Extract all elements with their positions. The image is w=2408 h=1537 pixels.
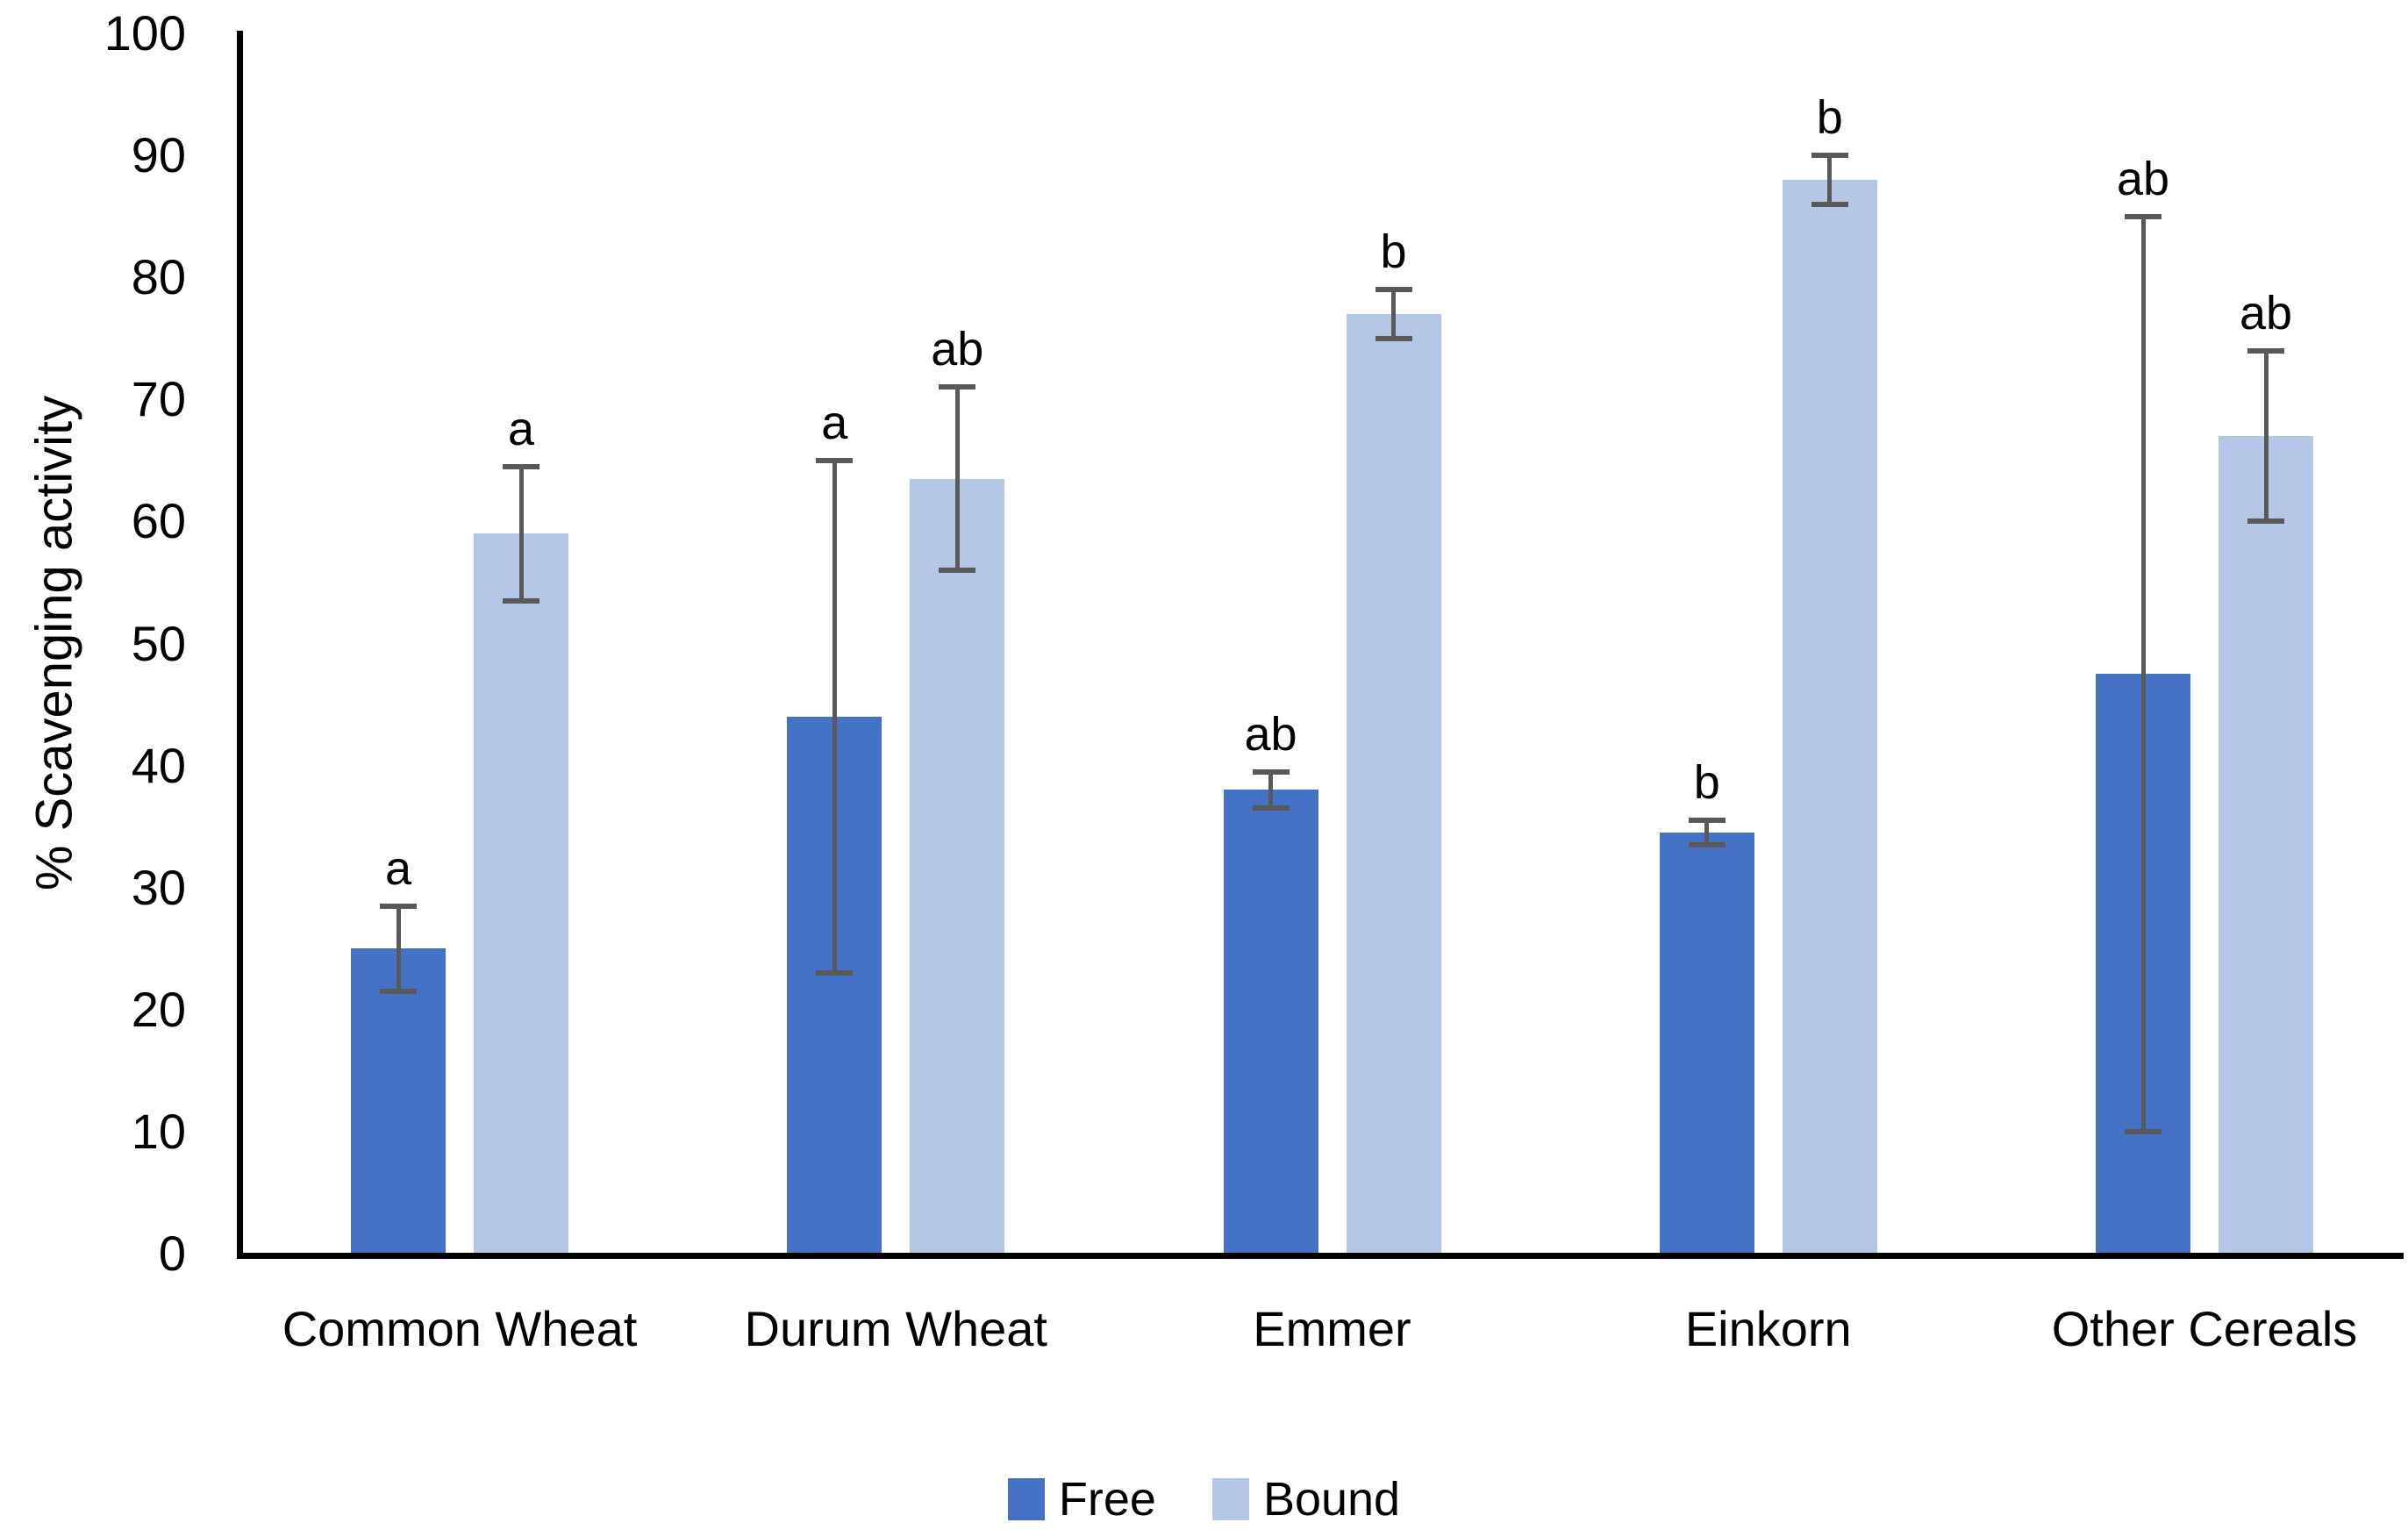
error-bar (832, 460, 837, 974)
bar (351, 948, 446, 1254)
error-bar (954, 387, 960, 571)
y-axis-tick-label: 60 (131, 493, 186, 549)
error-bar-cap (2247, 518, 2284, 525)
error-bar-cap (2125, 1128, 2161, 1134)
error-bar-cap (503, 597, 539, 604)
x-axis-category-label: Durum Wheat (744, 1301, 1047, 1356)
legend-item-free: Free (1007, 1472, 1156, 1526)
legend-item-bound: Bound (1211, 1472, 1401, 1526)
error-bar-cap (1375, 335, 1412, 341)
error-bar (1391, 290, 1396, 339)
error-bar-cap (816, 457, 854, 463)
error-bar-cap (1811, 201, 1848, 207)
x-axis-line (237, 1253, 2404, 1259)
error-bar-cap (1811, 153, 1848, 159)
legend: Free Bound (0, 1472, 2408, 1526)
y-axis-title: % Scavenging activity (25, 395, 83, 891)
significance-letter: a (384, 841, 412, 895)
significance-letter: ab (931, 323, 984, 376)
y-axis-tick-label: 0 (158, 1226, 186, 1281)
error-bar-cap (1375, 287, 1412, 293)
error-bar-cap (380, 988, 417, 994)
error-bar (2140, 216, 2146, 1132)
y-axis-tick-label: 70 (131, 371, 186, 427)
legend-label-free: Free (1058, 1473, 1156, 1526)
error-bar-cap (1252, 805, 1290, 811)
y-axis-tick-label: 100 (104, 5, 186, 61)
error-bar (1704, 820, 1710, 845)
x-axis-category-label: Einkorn (1684, 1301, 1852, 1356)
significance-letter: ab (2239, 286, 2293, 340)
error-bar-cap (1688, 818, 1726, 824)
bar (910, 478, 1005, 1254)
x-axis-category-label: Other Cereals (2051, 1301, 2358, 1356)
error-bar-cap (2247, 347, 2284, 354)
significance-letter: ab (2116, 152, 2170, 205)
error-bar-cap (1688, 842, 1726, 847)
bar (1659, 833, 1754, 1254)
significance-letter: a (821, 396, 848, 449)
x-axis-category-label: Emmer (1253, 1301, 1411, 1356)
significance-letter: ab (1244, 707, 1297, 761)
bar (474, 533, 568, 1254)
legend-swatch-bound (1211, 1478, 1249, 1520)
bar (1346, 313, 1441, 1254)
error-bar-cap (939, 384, 976, 390)
legend-swatch-free (1007, 1478, 1045, 1520)
error-bar (396, 905, 401, 991)
x-axis-category-label: Common Wheat (282, 1301, 638, 1356)
y-axis-tick-label: 50 (131, 615, 186, 671)
error-bar (518, 466, 524, 601)
significance-letter: b (1816, 91, 1843, 145)
error-bar (2263, 350, 2269, 522)
y-axis-tick-label: 80 (131, 249, 186, 305)
y-axis-tick-label: 30 (131, 859, 186, 915)
y-axis-tick-label: 10 (131, 1103, 186, 1159)
y-axis-tick-label: 90 (131, 127, 186, 183)
error-bar-cap (2125, 213, 2161, 219)
error-bar-cap (503, 463, 539, 469)
significance-letter: a (507, 402, 535, 455)
significance-letter: b (1693, 756, 1720, 810)
error-bar (1268, 771, 1273, 809)
significance-letter: b (1380, 225, 1407, 279)
y-axis-tick-label: 20 (131, 981, 186, 1037)
y-axis-tick-label: 40 (131, 737, 186, 793)
bar (1782, 179, 1877, 1254)
error-bar-cap (380, 903, 417, 909)
y-axis-line (237, 31, 243, 1258)
bar (1223, 790, 1318, 1254)
error-bar-cap (816, 970, 854, 976)
error-bar-cap (1252, 768, 1290, 775)
error-bar-cap (939, 568, 976, 574)
legend-label-bound: Bound (1262, 1473, 1401, 1526)
error-bar (1827, 155, 1833, 204)
bar (2219, 436, 2313, 1254)
